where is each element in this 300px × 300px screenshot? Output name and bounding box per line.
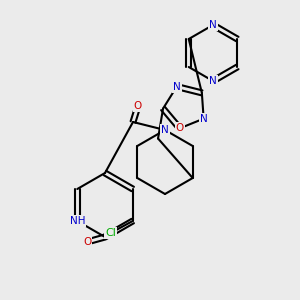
Text: O: O: [176, 123, 184, 133]
Text: N: N: [209, 76, 217, 86]
Text: O: O: [134, 101, 142, 111]
Text: N: N: [209, 20, 217, 30]
Text: Cl: Cl: [105, 228, 116, 238]
Text: O: O: [83, 237, 91, 247]
Text: N: N: [173, 82, 181, 92]
Text: N: N: [200, 114, 208, 124]
Text: N: N: [161, 125, 169, 135]
Text: NH: NH: [70, 216, 85, 226]
